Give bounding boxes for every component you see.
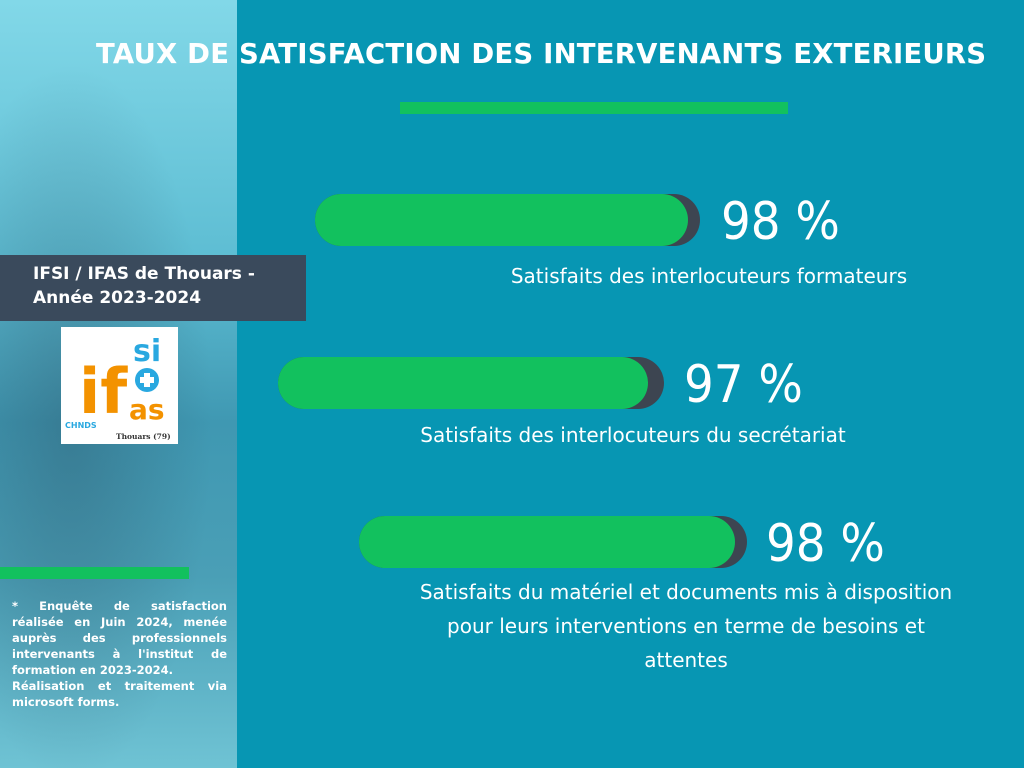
institute-label: IFSI / IFAS de Thouars - Année 2023-2024 [33, 262, 303, 310]
logo-chnds-tag: CHNDS [65, 421, 97, 430]
logo-as-letters: as [129, 393, 165, 426]
logo-place: Thouars (79) [116, 432, 171, 441]
institute-line-2: Année 2023-2024 [33, 288, 202, 308]
stat-bar-track [315, 194, 700, 246]
institute-banner [0, 255, 306, 321]
stat-bar-track [278, 357, 664, 409]
stat-bar-track [359, 516, 747, 568]
stat-bar-fill [359, 516, 735, 568]
footnote-survey-info: * Enquête de satisfaction réalisée en Ju… [12, 599, 227, 677]
stat-percent: 98 % [721, 192, 840, 252]
stat-bar-fill [315, 194, 688, 246]
ifsi-ifas-logo: if si as CHNDS Thouars (79) [61, 327, 178, 444]
stat-label: Satisfaits des interlocuteurs du secréta… [420, 423, 846, 447]
institute-line-1: IFSI / IFAS de Thouars - [33, 264, 255, 284]
page-title: TAUX DE SATISFACTION DES INTERVENANTS EX… [96, 38, 987, 70]
stat-label: Satisfaits des interlocuteurs formateurs [510, 264, 908, 288]
stat-percent: 98 % [766, 514, 885, 574]
left-divider [0, 567, 189, 579]
stat-percent: 97 % [684, 355, 803, 415]
logo-si-letters: si [133, 334, 161, 369]
stat-bar-fill [278, 357, 648, 409]
footnote-processing: Réalisation et traitement via microsoft … [12, 679, 227, 709]
stat-label: Satisfaits du matériel et documents mis … [419, 580, 953, 672]
survey-footnote: * Enquête de satisfaction réalisée en Ju… [12, 598, 227, 710]
title-underline [400, 102, 788, 114]
logo-if-letters: if [79, 355, 128, 428]
